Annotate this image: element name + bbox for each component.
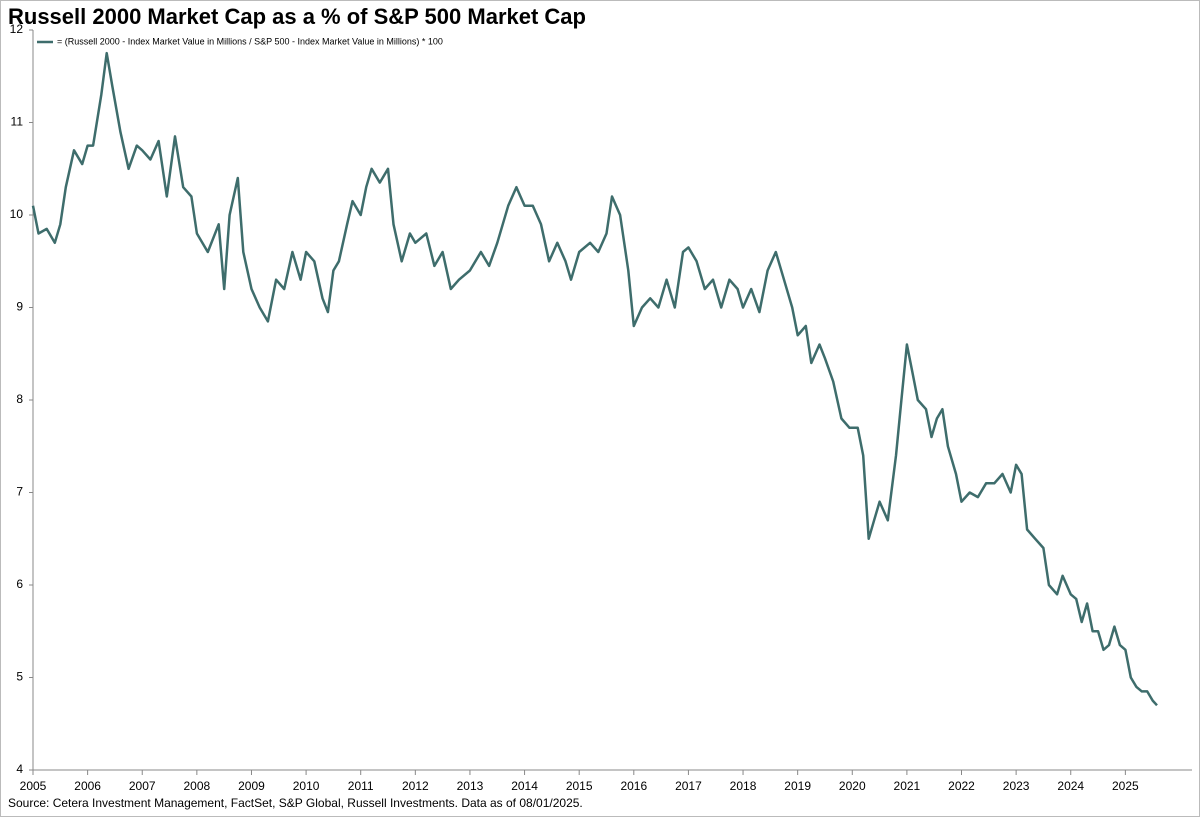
y-tick-label: 7 [16, 485, 23, 499]
y-tick-label: 8 [16, 392, 23, 406]
legend-label: = (Russell 2000 - Index Market Value in … [57, 36, 443, 46]
x-tick-label: 2021 [894, 779, 921, 793]
x-tick-label: 2025 [1112, 779, 1139, 793]
chart-title: Russell 2000 Market Cap as a % of S&P 50… [8, 4, 586, 29]
y-tick-label: 9 [16, 300, 23, 314]
x-tick-label: 2011 [348, 779, 374, 793]
x-tick-label: 2014 [511, 779, 538, 793]
y-tick-label: 10 [10, 207, 24, 221]
x-tick-label: 2005 [20, 779, 47, 793]
x-tick-label: 2006 [74, 779, 101, 793]
x-tick-label: 2010 [293, 779, 320, 793]
x-tick-label: 2023 [1003, 779, 1030, 793]
x-tick-label: 2020 [839, 779, 866, 793]
x-tick-label: 2015 [566, 779, 593, 793]
y-tick-label: 11 [11, 115, 24, 129]
x-tick-label: 2016 [620, 779, 647, 793]
x-tick-label: 2017 [675, 779, 702, 793]
data-line [31, 51, 1158, 707]
x-tick-label: 2007 [129, 779, 156, 793]
x-tick-label: 2013 [457, 779, 484, 793]
y-tick-label: 5 [16, 670, 23, 684]
x-tick-label: 2018 [730, 779, 757, 793]
x-tick-label: 2009 [238, 779, 265, 793]
x-tick-label: 2022 [948, 779, 975, 793]
x-tick-label: 2012 [402, 779, 429, 793]
y-tick-label: 4 [16, 762, 23, 776]
x-tick-label: 2019 [784, 779, 811, 793]
y-tick-label: 6 [16, 577, 23, 591]
source-note: Source: Cetera Investment Management, Fa… [8, 796, 583, 810]
x-tick-label: 2008 [184, 779, 211, 793]
y-tick-label: 12 [10, 22, 24, 36]
x-tick-label: 2024 [1057, 779, 1084, 793]
